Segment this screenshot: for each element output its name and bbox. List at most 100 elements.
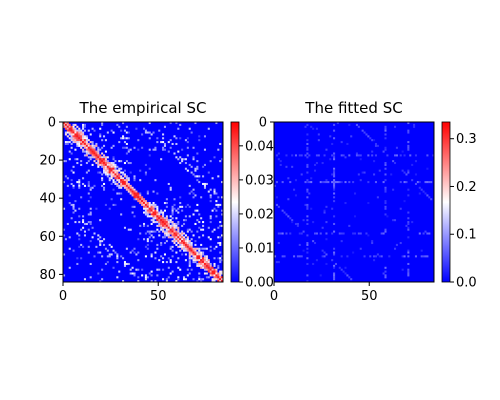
fitted-cell (287, 215, 290, 218)
fitted-cell (334, 181, 337, 184)
empirical-cell (89, 133, 92, 136)
empirical-cell (192, 192, 195, 195)
empirical-cell (78, 234, 81, 237)
fitted-cell (319, 232, 322, 235)
empirical-cell (171, 142, 174, 145)
empirical-cell (196, 160, 199, 163)
empirical-cell (183, 236, 186, 239)
empirical-cell (196, 167, 199, 170)
empirical-cell (213, 257, 216, 260)
empirical-cell (64, 123, 67, 126)
empirical-cell (198, 262, 201, 265)
empirical-cell (219, 257, 222, 260)
empirical-cell (99, 158, 102, 161)
empirical-cell (196, 259, 199, 262)
empirical-cell (186, 268, 189, 271)
fitted-cell (409, 154, 412, 157)
empirical-cell (104, 169, 107, 172)
empirical-cell (167, 224, 170, 227)
empirical-cell (209, 262, 212, 265)
empirical-cell (64, 160, 67, 163)
empirical-cell (74, 123, 77, 126)
empirical-cell (106, 171, 109, 174)
empirical-cell (70, 129, 73, 132)
fitted-cell (384, 190, 387, 193)
empirical-cell (179, 236, 182, 239)
empirical-cell (196, 262, 199, 265)
empirical-cell (148, 154, 151, 157)
fitted-cell (338, 181, 341, 184)
empirical-cell (146, 211, 149, 214)
empirical-cell (103, 169, 106, 172)
empirical-cell (173, 230, 176, 233)
empirical-cell (87, 181, 90, 184)
empirical-cell (198, 221, 201, 224)
empirical-cell (165, 240, 168, 243)
empirical-cell (91, 152, 94, 155)
empirical-cell (209, 268, 212, 271)
empirical-cell (110, 177, 113, 180)
empirical-cell (219, 259, 222, 262)
empirical-cell (74, 158, 77, 161)
empirical-cell (154, 230, 157, 233)
empirical-cell (103, 167, 106, 170)
empirical-cell (184, 242, 187, 245)
fitted-cell (277, 232, 280, 235)
fitted-cell (430, 198, 433, 201)
empirical-cell (165, 219, 168, 222)
fitted-cell (371, 154, 374, 157)
empirical-cell (141, 200, 144, 203)
empirical-cell (192, 251, 195, 254)
empirical-cell (116, 261, 119, 264)
fitted-cell (289, 181, 292, 184)
fitted-cell (306, 139, 309, 142)
fitted-cell (314, 163, 317, 166)
empirical-cell (143, 238, 146, 241)
empirical-cell (144, 163, 147, 166)
empirical-cell (171, 228, 174, 231)
empirical-cell (139, 198, 142, 201)
fitted-cell (312, 262, 315, 265)
empirical-cell (83, 234, 86, 237)
empirical-cell (74, 133, 77, 136)
empirical-cell (120, 186, 123, 189)
fitted-cell (277, 158, 280, 161)
fitted-cell (304, 203, 307, 206)
fitted-cell (281, 209, 284, 212)
empirical-cell (198, 259, 201, 262)
empirical-cell (192, 234, 195, 237)
empirical-cell (160, 217, 163, 220)
empirical-cell (186, 274, 189, 277)
fitted-cell (340, 240, 343, 243)
empirical-cell (219, 243, 222, 246)
fitted-cell (306, 152, 309, 155)
empirical-cell (167, 221, 170, 224)
empirical-cell (110, 245, 113, 248)
fitted-cell (306, 205, 309, 208)
empirical-cell (87, 146, 90, 149)
fitted-cell (394, 162, 397, 165)
fitted-cell (333, 182, 336, 185)
empirical-cell (148, 202, 151, 205)
empirical-cell (87, 228, 90, 231)
fitted-cell (354, 192, 357, 195)
empirical-cell (63, 234, 66, 237)
fitted-cell (384, 148, 387, 151)
empirical-cell (184, 219, 187, 222)
empirical-cell (110, 182, 113, 185)
fitted-cell (306, 163, 309, 166)
empirical-cell (152, 236, 155, 239)
empirical-cell (101, 278, 104, 281)
empirical-cell (203, 186, 206, 189)
empirical-cell (114, 160, 117, 163)
fitted-cell (384, 127, 387, 130)
empirical-cell (188, 240, 191, 243)
empirical-cell (211, 278, 214, 281)
empirical-cell (181, 243, 184, 246)
empirical-cell (219, 261, 222, 264)
empirical-cell (91, 154, 94, 157)
empirical-cell (209, 238, 212, 241)
fitted-cell (414, 160, 417, 163)
empirical-cell (95, 207, 98, 210)
empirical-cell (108, 162, 111, 165)
